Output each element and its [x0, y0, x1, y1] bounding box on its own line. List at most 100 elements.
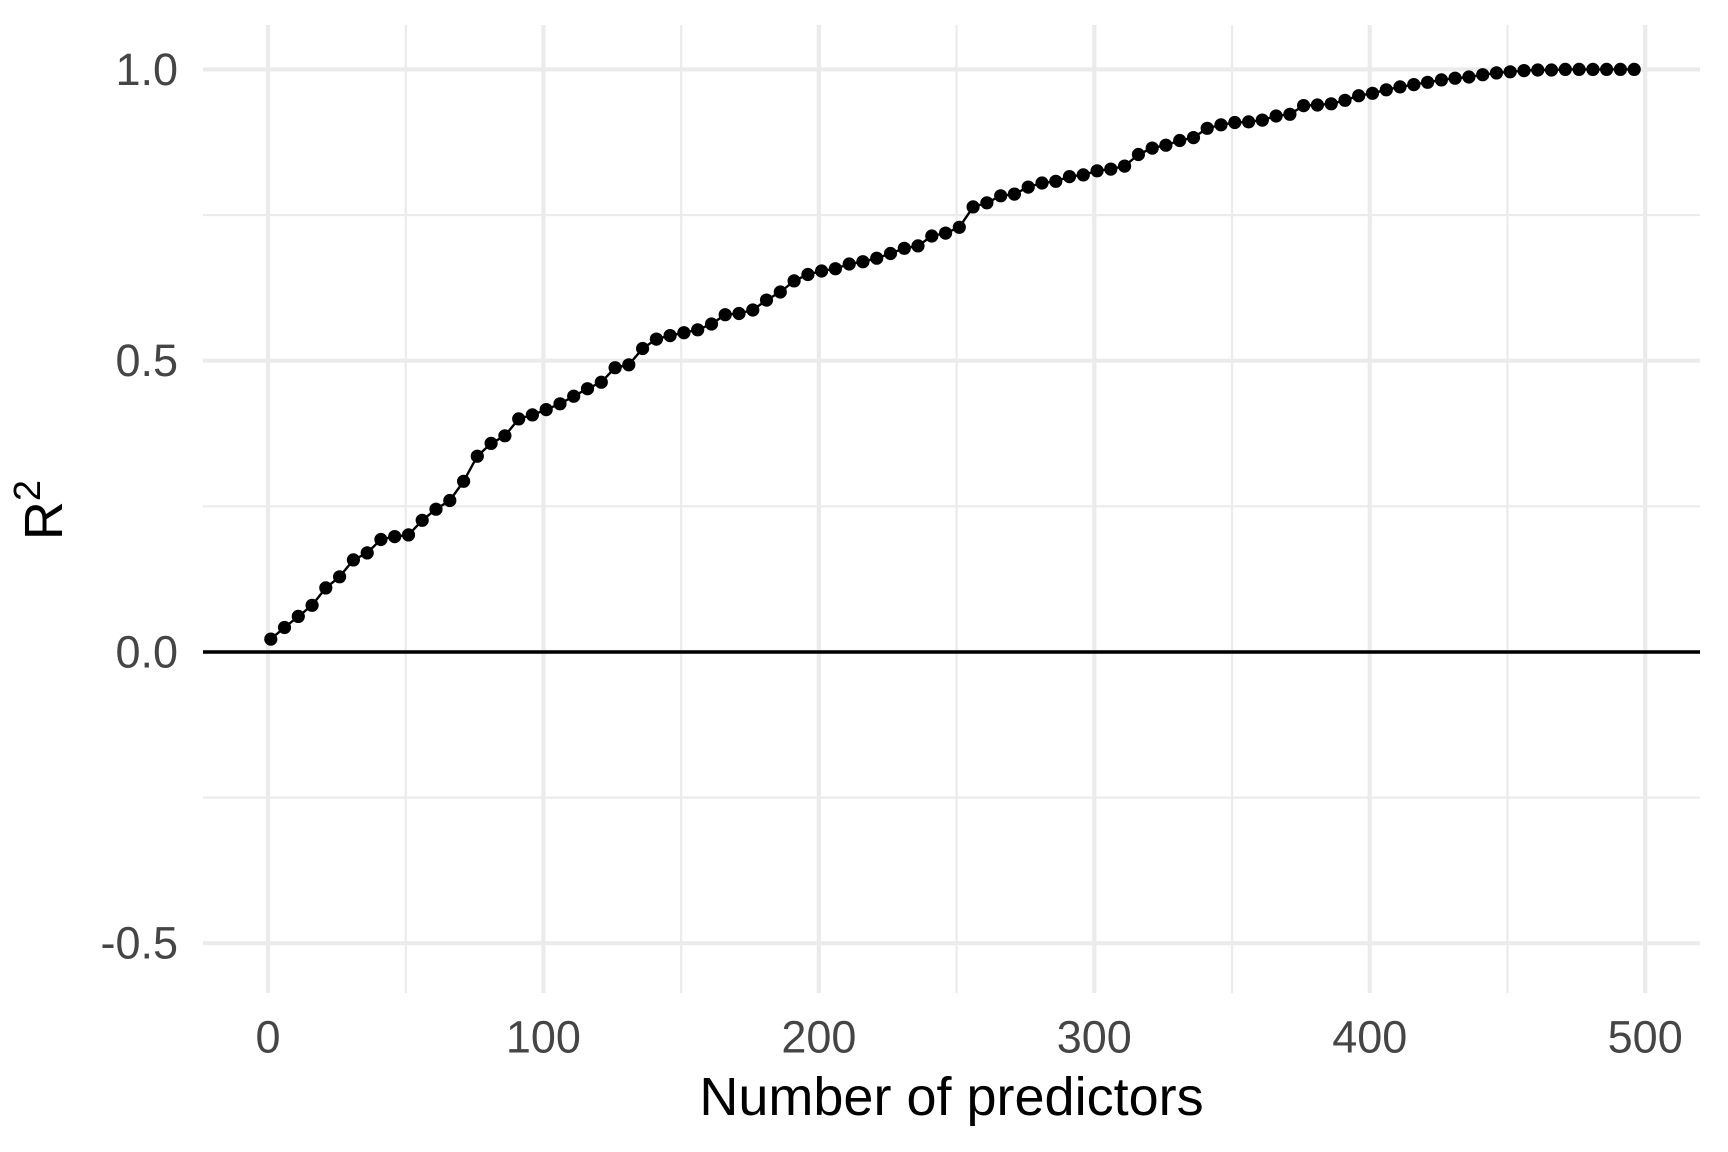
- data-point: [1600, 62, 1614, 76]
- data-point: [1131, 147, 1145, 162]
- data-point: [897, 241, 911, 255]
- data-point: [1310, 98, 1324, 112]
- data-point: [1214, 118, 1228, 132]
- data-point: [1269, 109, 1283, 123]
- data-point: [525, 408, 540, 422]
- data-point: [264, 632, 278, 646]
- data-point: [759, 293, 774, 307]
- data-point: [305, 598, 319, 612]
- data-point: [1503, 65, 1517, 79]
- data-line: [269, 68, 1636, 641]
- data-point: [1324, 97, 1338, 111]
- x-tick-label: 400: [1332, 1012, 1407, 1063]
- data-point: [925, 229, 939, 243]
- data-point: [1558, 62, 1572, 76]
- data-point: [939, 226, 953, 240]
- data-point: [1517, 64, 1531, 78]
- x-tick-label: 200: [781, 1012, 856, 1063]
- data-point: [470, 449, 484, 463]
- data-point: [815, 264, 829, 278]
- data-point: [1173, 133, 1187, 148]
- data-point: [1572, 62, 1586, 76]
- x-axis-title: Number of predictors: [699, 1067, 1204, 1127]
- data-point: [608, 361, 622, 375]
- data-point: [415, 513, 429, 527]
- data-point: [1489, 66, 1504, 80]
- data-point: [1393, 80, 1407, 94]
- data-point: [277, 620, 292, 635]
- y-axis-title: R2: [7, 480, 75, 540]
- data-point: [1297, 99, 1311, 113]
- data-point: [1283, 107, 1297, 121]
- data-point: [539, 403, 553, 417]
- data-point: [828, 262, 843, 276]
- data-point: [567, 389, 581, 403]
- data-point: [1586, 62, 1600, 76]
- data-point: [291, 609, 305, 624]
- data-point: [1076, 168, 1090, 182]
- data-point: [718, 308, 732, 322]
- data-point: [1476, 68, 1490, 82]
- x-tick-label: 0: [255, 1012, 280, 1063]
- data-point: [1338, 93, 1352, 107]
- y-axis-title-exponent: 2: [7, 479, 49, 502]
- x-tick-label: 100: [506, 1012, 581, 1063]
- data-point: [663, 329, 677, 343]
- data-point: [360, 546, 374, 560]
- data-point: [691, 323, 705, 337]
- data-point: [1104, 162, 1118, 176]
- data-point: [677, 326, 691, 340]
- data-point: [787, 274, 801, 288]
- data-point: [1200, 121, 1214, 135]
- data-point: [649, 332, 664, 346]
- data-point: [952, 220, 966, 234]
- data-point: [1365, 86, 1380, 100]
- data-points: [264, 62, 1641, 646]
- data-point: [636, 341, 650, 356]
- data-point: [1255, 113, 1269, 127]
- data-point: [1613, 62, 1627, 76]
- data-point: [484, 436, 498, 450]
- data-point: [1159, 138, 1173, 152]
- data-point: [994, 189, 1008, 203]
- data-point: [1434, 73, 1448, 87]
- data-point: [1090, 164, 1104, 178]
- x-tick-labels: 0 100 200 300 400 500: [255, 1012, 1682, 1063]
- data-point: [1352, 89, 1366, 103]
- data-point: [911, 239, 925, 253]
- x-tick-label: 500: [1608, 1012, 1683, 1063]
- data-point: [388, 530, 402, 544]
- data-point: [980, 196, 994, 210]
- grid-major: [203, 25, 1700, 993]
- grid-minor: [203, 25, 1700, 993]
- data-point: [1462, 70, 1476, 84]
- data-point: [1049, 174, 1063, 188]
- data-point: [870, 251, 884, 265]
- data-point: [704, 317, 719, 331]
- y-tick-label: 0.0: [115, 626, 178, 677]
- y-tick-label: 0.5: [115, 335, 178, 386]
- data-point: [374, 532, 388, 547]
- data-point: [1421, 75, 1435, 89]
- data-point: [594, 375, 608, 389]
- data-point: [429, 502, 443, 516]
- data-point: [1242, 115, 1256, 129]
- data-point: [1145, 141, 1159, 155]
- data-point: [553, 397, 567, 411]
- x-tick-label: 300: [1057, 1012, 1132, 1063]
- data-point: [1407, 78, 1421, 92]
- y-tick-label: 1.0: [115, 44, 178, 95]
- data-point: [319, 581, 333, 595]
- data-point: [801, 267, 815, 282]
- data-point: [333, 570, 347, 584]
- y-tick-labels: -0.5 0.0 0.5 1.0: [100, 44, 178, 969]
- data-point: [1448, 71, 1462, 85]
- data-point: [622, 358, 636, 372]
- data-point: [1186, 131, 1201, 145]
- data-point: [346, 553, 360, 567]
- data-point: [1228, 115, 1242, 130]
- data-point: [498, 429, 512, 443]
- data-point: [1544, 63, 1559, 77]
- data-point: [1118, 159, 1132, 173]
